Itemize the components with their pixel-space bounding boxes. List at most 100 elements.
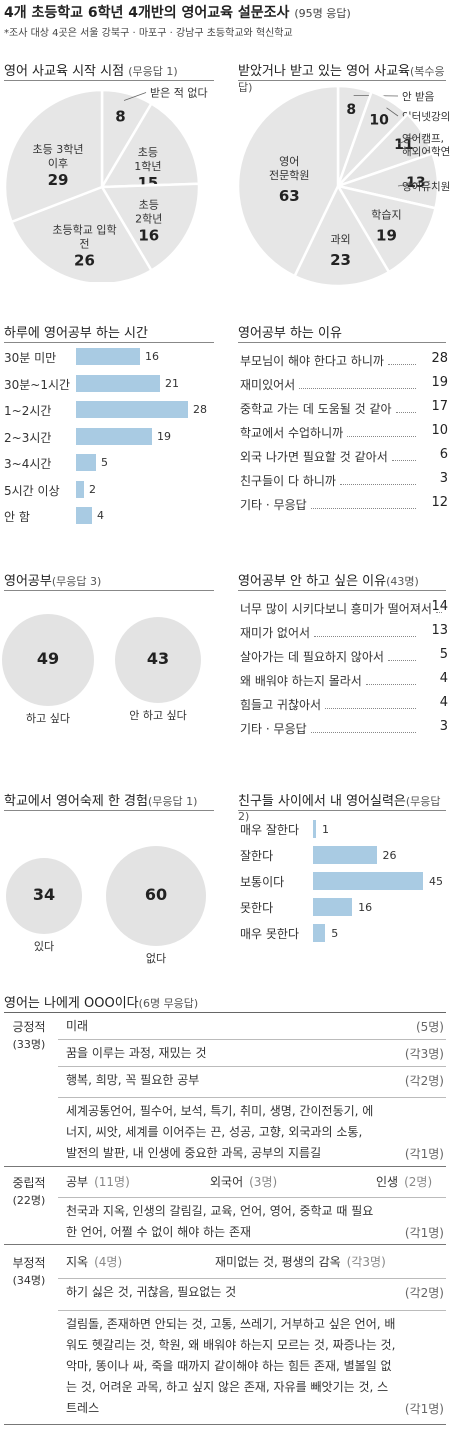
survey-item-text: 인생 <box>376 1175 399 1189</box>
homework-circle <box>6 858 82 934</box>
pie-types-subtitle: (복수응답) <box>238 65 445 94</box>
survey-item-text: 공부 <box>66 1175 89 1189</box>
survey-row-rule <box>58 1278 446 1279</box>
pie-start-slice-label: 초등학교 입학 <box>52 223 116 236</box>
level-bar-label: 못한다 <box>240 901 274 915</box>
survey-row-rule <box>58 1197 446 1198</box>
pie-start-slice <box>99 101 201 189</box>
survey-row-count: (각2명) <box>404 1286 444 1300</box>
survey-rule <box>4 1012 446 1013</box>
time-bar-label: 안 함 <box>4 510 30 524</box>
reason-row-value: 12 <box>431 495 448 510</box>
notwant-row-value: 13 <box>431 623 448 638</box>
survey-row-count: (각1명) <box>404 1402 444 1416</box>
pie-types-slice-value: 23 <box>330 251 351 269</box>
time-bar-label: 30분 미만 <box>4 351 57 365</box>
notwant-row-dots <box>310 732 416 733</box>
survey-row-text: 행복, 희망, 꼭 필요한 공부 <box>66 1073 200 1087</box>
pie-types-slice-value: 11 <box>394 137 413 153</box>
reason-row-label: 부모님이 해야 한다고 하니까 <box>240 354 384 368</box>
time-bar-value: 4 <box>97 509 104 522</box>
notwant-row-label: 너무 많이 시키다보니 흥미가 떨어져서 <box>240 602 432 616</box>
pie-types-slice <box>292 183 391 288</box>
pie-types-slice-value: 63 <box>279 187 300 205</box>
pie-start-rule <box>4 80 214 81</box>
pie-types-rule <box>238 80 446 81</box>
reason-row-dots <box>391 460 416 461</box>
pie-start-slice <box>9 185 154 282</box>
survey-row-rule <box>58 1097 446 1098</box>
notwant-title-text: 영어공부 안 하고 싶은 이유 <box>238 574 387 589</box>
survey-group-rule <box>4 1424 446 1425</box>
notwant-row-dots <box>387 660 416 661</box>
reason-row-value: 6 <box>439 447 448 462</box>
reason-row-label: 학교에서 수업하니까 <box>240 426 344 440</box>
pie-types-slice-label: 영어 <box>279 155 299 168</box>
level-bar-value: 5 <box>331 927 339 940</box>
notwant-row-dots <box>365 684 416 685</box>
survey-row-text: 미래 <box>66 1019 89 1033</box>
pie-start-slice-label: 받은 적 없다 <box>150 87 208 100</box>
want-circle-value: 43 <box>146 649 170 668</box>
time-bar-label: 5시간 이상 <box>4 483 60 498</box>
pie-start-slice-value: 29 <box>48 171 69 189</box>
reason-row-value: 17 <box>431 399 448 414</box>
time-bar-label: 2~3시간 <box>4 430 52 445</box>
survey-group-name: 중립적 <box>12 1176 46 1190</box>
pie-start-title-text: 영어 사교육 시작 시점 <box>4 64 125 79</box>
pie-types-slice-label: 안 받음 <box>402 91 435 103</box>
level-subtitle: (무응답 2) <box>238 795 441 823</box>
time-bar-value: 5 <box>101 456 108 469</box>
pie-types-slice-label: 해외어학연수 <box>402 145 450 158</box>
time-bar <box>76 427 152 445</box>
time-bar <box>76 480 84 498</box>
time-bar <box>76 507 92 524</box>
pie-start-slice <box>99 182 201 273</box>
survey-item-count: (3명) <box>249 1175 278 1189</box>
survey-item: 재미없는 것, 평생의 감옥 (각3명) <box>215 1252 386 1273</box>
survey-item: 지옥 (4명) <box>66 1252 122 1273</box>
level-bar-label: 매우 못한다 <box>240 927 300 941</box>
pie-start-subtitle: (무응답 1) <box>128 65 178 78</box>
want-title: 영어공부(무응답 3) <box>4 570 101 589</box>
pie-start-slice-label: 2학년 <box>135 213 162 226</box>
survey-group-name: 부정적 <box>12 1256 46 1270</box>
survey-group-count: (34명) <box>12 1274 46 1287</box>
survey-title: 영어는 나에게 OOO이다(6명 무응답) <box>4 992 198 1011</box>
reason-row-value: 10 <box>431 423 448 438</box>
reason-row-value: 28 <box>431 351 448 366</box>
want-title-text: 영어공부 <box>4 574 52 589</box>
reason-row-dots <box>387 364 416 365</box>
reason-row-value: 19 <box>431 375 448 390</box>
survey-group-name: 긍정적 <box>12 1020 46 1034</box>
time-bar <box>76 454 96 471</box>
level-bar-label: 보통이다 <box>240 875 285 889</box>
survey-group-rule <box>4 1166 446 1167</box>
notwant-row-label: 왜 배워야 하는지 몰라서 <box>240 674 362 688</box>
survey-row-rule <box>58 1310 446 1311</box>
notwant-row-dots <box>314 636 416 637</box>
homework-circle <box>105 845 207 947</box>
survey-group-rule <box>4 1244 446 1245</box>
want-circle <box>1 613 95 707</box>
level-bar <box>313 898 353 916</box>
time-rule <box>4 342 214 343</box>
pie-types-slice-label: 영어캠프, <box>402 133 444 145</box>
level-bar-label: 잘한다 <box>240 849 274 863</box>
pie-start-title: 영어 사교육 시작 시점 (무응답 1) <box>4 60 178 79</box>
homework-circle-value: 60 <box>144 885 168 904</box>
notwant-row-value: 3 <box>439 719 448 734</box>
pie-types-slice-value: 13 <box>406 175 425 191</box>
survey-row-rule <box>58 1066 446 1067</box>
pie-types-slice-label: 전문학원 <box>269 169 309 182</box>
time-bar-value: 28 <box>193 403 207 416</box>
homework-circle-label: 있다 <box>33 939 55 953</box>
homework-rule <box>4 810 214 811</box>
time-bar <box>76 401 188 418</box>
time-title: 하루에 영어공부 하는 시간 <box>4 326 148 341</box>
reason-rule <box>238 342 446 343</box>
time-bar-value: 16 <box>145 350 159 363</box>
want-circle <box>114 616 202 704</box>
notwant-row-label: 재미가 없어서 <box>240 626 311 640</box>
time-bar-value: 2 <box>89 482 96 496</box>
